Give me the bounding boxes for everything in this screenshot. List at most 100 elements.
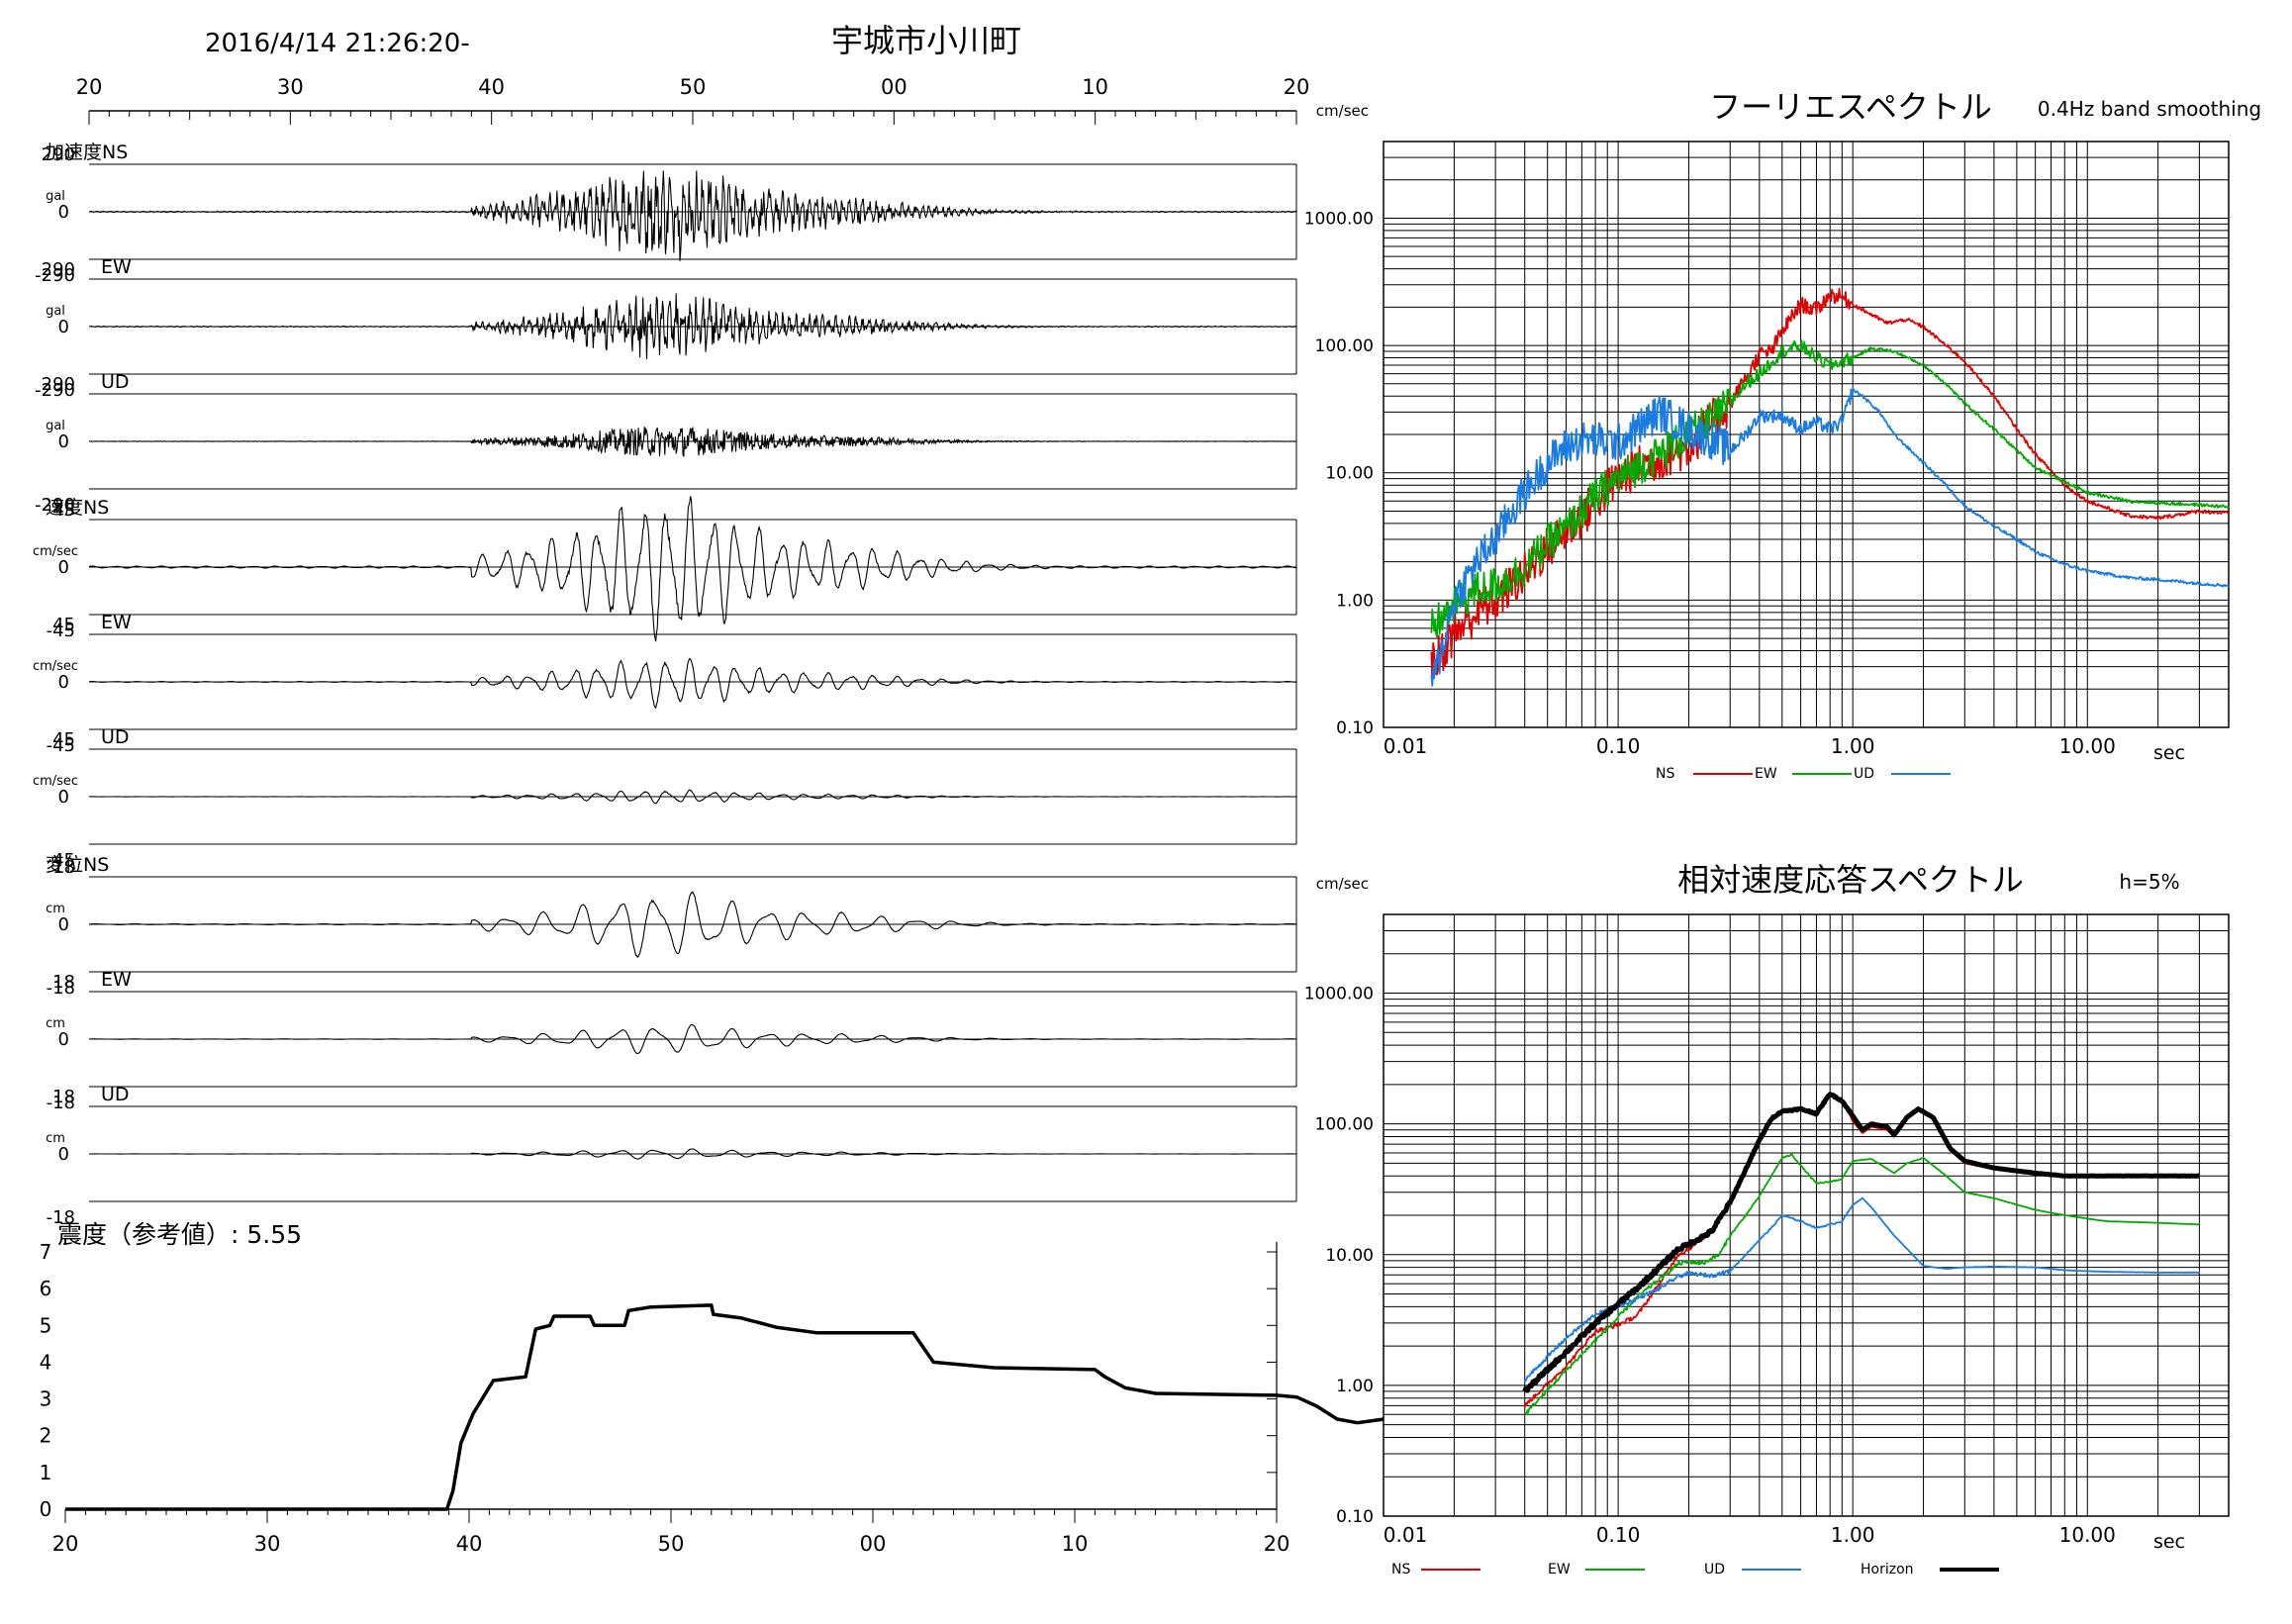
waveform-trace bbox=[89, 170, 1297, 261]
waveform-zero-label: 0 bbox=[58, 431, 69, 452]
waveform-unit-label: gal bbox=[46, 304, 65, 319]
waveform-channel-label: EW bbox=[101, 256, 132, 278]
spectrum-y-tick-label: 10.00 bbox=[1325, 1246, 1374, 1266]
waveform-unit-label: gal bbox=[46, 189, 65, 204]
waveform-min-label: -18 bbox=[47, 978, 75, 999]
waveform-unit-label: cm bbox=[46, 1016, 65, 1031]
intensity-x-tick-label: 00 bbox=[860, 1532, 887, 1556]
waveform-max-label: 290 bbox=[42, 259, 75, 280]
response-spectrum-panel: 0.01 0.10 1.00 10.00 0.10 1.00 10.00 100.00 1000… bbox=[1304, 861, 2230, 1577]
spectrum-x-tick-label: 0.01 bbox=[1384, 734, 1428, 758]
spectrum-x-tick-label: 0.10 bbox=[1596, 1523, 1641, 1547]
spectrum-y-tick-label: 100.00 bbox=[1315, 1115, 1374, 1135]
waveform-max-label: 18 bbox=[52, 1087, 75, 1107]
spectrum-y-tick-label: 0.10 bbox=[1336, 718, 1374, 738]
spectrum-subtitle: h=5% bbox=[2119, 870, 2179, 894]
waveform-min-label: -290 bbox=[35, 265, 75, 286]
time-axis: 20 30 40 50 00 10 20 bbox=[76, 75, 1310, 125]
waveform-trace bbox=[89, 1148, 1296, 1160]
legend-label-Horizon: Horizon bbox=[1861, 1562, 1914, 1577]
intensity-x-tick-label: 40 bbox=[456, 1532, 483, 1556]
spectrum-x-tick-label: 1.00 bbox=[1831, 1523, 1875, 1547]
waveform-trace bbox=[88, 496, 1296, 642]
intensity-y-tick-label: 7 bbox=[40, 1240, 52, 1264]
spectrum-series-UD bbox=[1430, 387, 2230, 687]
waveform-min-label: -290 bbox=[35, 380, 75, 401]
spectrum-title: 相対速度応答スペクトル bbox=[1677, 861, 2024, 899]
datetime-label: 2016/4/14 21:26:20- bbox=[205, 29, 470, 58]
waveform-min-label: -18 bbox=[47, 1093, 75, 1113]
waveform-max-label: 45 bbox=[52, 729, 75, 750]
intensity-x-tick-label: 20 bbox=[1264, 1532, 1290, 1556]
waveform-min-label: -45 bbox=[47, 621, 75, 641]
intensity-y-tick-label: 6 bbox=[40, 1277, 52, 1300]
time-tick-label: 10 bbox=[1082, 75, 1108, 99]
waveform-unit-label: cm/sec bbox=[33, 659, 78, 674]
legend-label-EW: EW bbox=[1548, 1562, 1571, 1577]
spectrum-x-tick-label: 10.00 bbox=[2059, 1523, 2116, 1547]
intensity-y-tick-label: 3 bbox=[40, 1387, 52, 1411]
time-tick-label: 00 bbox=[881, 75, 907, 99]
waveform-zero-label: 0 bbox=[58, 1029, 69, 1050]
waveform-min-label: -18 bbox=[47, 1207, 75, 1228]
spectrum-subtitle: 0.4Hz band smoothing bbox=[2038, 97, 2261, 121]
spectrum-y-unit: cm/sec bbox=[1316, 102, 1369, 120]
waveform-min-label: -45 bbox=[47, 850, 75, 871]
spectrum-series-EW bbox=[1524, 1153, 2200, 1415]
spectrum-y-unit: cm/sec bbox=[1316, 875, 1369, 893]
spectrum-y-tick-label: 1.00 bbox=[1336, 1377, 1374, 1396]
intensity-y-tick-label: 1 bbox=[40, 1461, 52, 1484]
spectrum-y-tick-label: 1000.00 bbox=[1304, 985, 1374, 1004]
time-tick-label: 20 bbox=[1284, 75, 1310, 99]
waveform-trace bbox=[89, 1023, 1297, 1054]
waveform-min-label: -45 bbox=[47, 735, 75, 756]
spectrum-title: フーリエスペクトル bbox=[1709, 88, 1992, 126]
spectrum-series-UD bbox=[1524, 1196, 2200, 1383]
time-tick-label: 50 bbox=[680, 75, 707, 99]
waveform-channel-label: 変位NS bbox=[46, 854, 109, 876]
time-tick-label: 30 bbox=[277, 75, 304, 99]
intensity-x-tick-label: 50 bbox=[658, 1532, 685, 1556]
waveform-trace bbox=[88, 427, 1297, 457]
waveform-unit-label: gal bbox=[46, 419, 65, 433]
waveform-unit-label: cm/sec bbox=[33, 544, 78, 559]
waveform-channel-label: UD bbox=[101, 1084, 130, 1105]
legend-label-UD: UD bbox=[1704, 1562, 1725, 1577]
fourier-spectrum-panel: 0.01 0.10 1.00 10.00 0.10 1.00 10.00 100.00 1000… bbox=[1304, 88, 2261, 782]
intensity-y-tick-label: 0 bbox=[40, 1497, 52, 1521]
spectrum-series-Horizon bbox=[1522, 1092, 2201, 1393]
waveform-trace bbox=[88, 891, 1297, 959]
intensity-y-tick-label: 4 bbox=[40, 1350, 52, 1374]
waveform-channel-label: UD bbox=[101, 726, 130, 748]
legend-label-NS: NS bbox=[1656, 766, 1674, 782]
spectrum-x-tick-label: 10.00 bbox=[2059, 734, 2116, 758]
waveform-unit-label: cm bbox=[46, 1131, 65, 1146]
spectrum-x-unit: sec bbox=[2153, 1531, 2185, 1553]
intensity-x-tick-label: 20 bbox=[52, 1532, 79, 1556]
waveform-min-label: -290 bbox=[35, 495, 75, 516]
intensity-panel: 震度（参考値）: 5.55 0 1 2 3 4 5 6 7 20 30 40 50 00 10 20 bbox=[40, 1220, 1439, 1556]
waveform-max-label: 18 bbox=[52, 857, 75, 878]
spectrum-x-tick-label: 0.10 bbox=[1596, 734, 1641, 758]
waveform-zero-label: 0 bbox=[58, 317, 69, 337]
intensity-x-tick-label: 10 bbox=[1062, 1532, 1089, 1556]
intensity-curve bbox=[65, 1303, 1439, 1511]
legend-label-EW: EW bbox=[1755, 766, 1777, 782]
waveform-channel-label: EW bbox=[101, 969, 132, 991]
spectrum-series-NS bbox=[1430, 287, 2230, 685]
station-name: 宇城市小川町 bbox=[831, 22, 1021, 59]
waveform-zero-label: 0 bbox=[58, 914, 69, 935]
waveform-zero-label: 0 bbox=[58, 1144, 69, 1165]
spectrum-y-tick-label: 100.00 bbox=[1315, 336, 1374, 356]
spectrum-y-tick-label: 10.00 bbox=[1325, 464, 1374, 484]
waveform-channel-label: UD bbox=[101, 371, 130, 393]
waveform-max-label: 290 bbox=[42, 374, 75, 395]
legend-label-NS: NS bbox=[1391, 1562, 1410, 1577]
waveform-channel-label: EW bbox=[101, 612, 132, 633]
